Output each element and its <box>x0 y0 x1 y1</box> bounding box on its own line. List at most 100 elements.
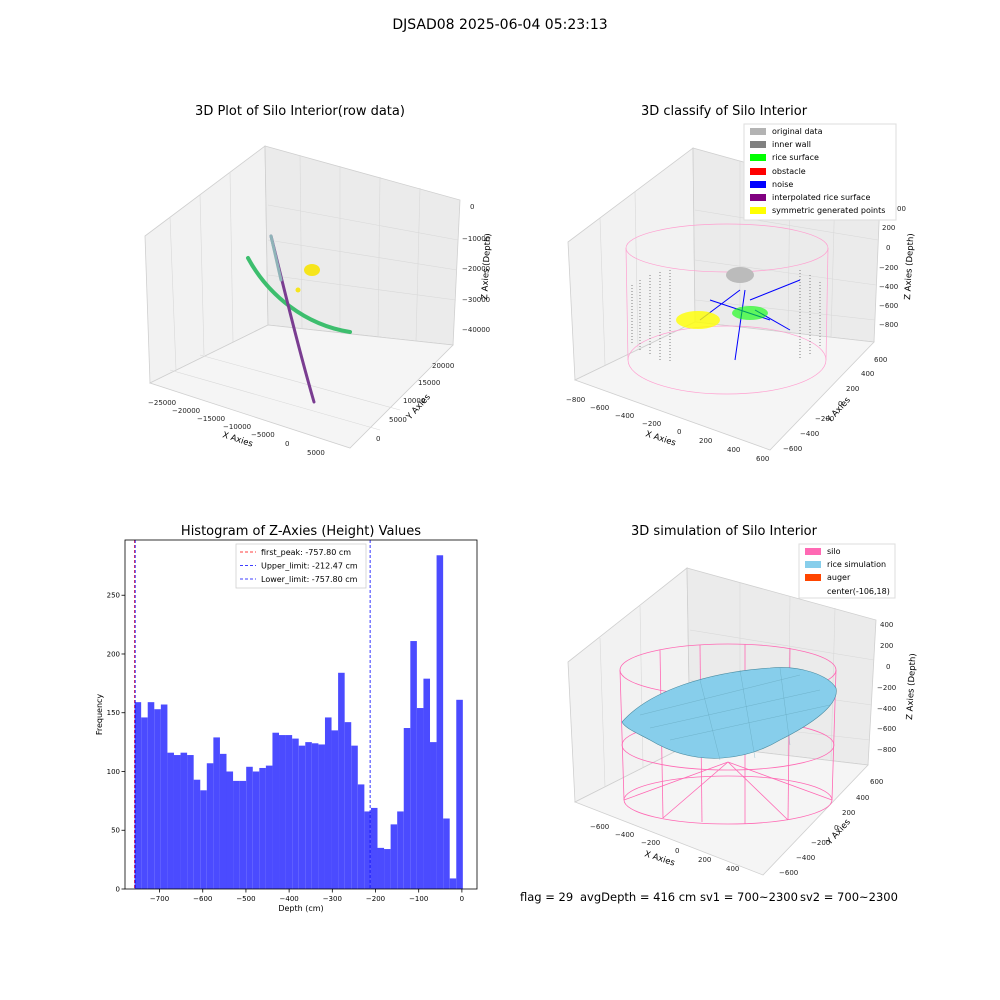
hist-bar <box>338 672 345 889</box>
simulation-ztick: 0 <box>886 663 890 671</box>
hist-bar <box>390 824 398 889</box>
classify-ytick: −600 <box>783 445 802 453</box>
raw-3d-grid <box>169 154 459 431</box>
classify-ztick: 0 <box>886 244 890 252</box>
simulation-ylabel: Y Axies <box>824 817 853 848</box>
hist-bar <box>305 742 312 889</box>
classify-legend-label: original data <box>772 127 823 136</box>
raw-panel-title: 3D Plot of Silo Interior(row data) <box>195 104 405 119</box>
simulation-ztick: 200 <box>880 642 893 650</box>
classify-panel-title: 3D classify of Silo Interior <box>640 104 808 119</box>
simulation-legend-swatch <box>805 574 821 582</box>
footer-sv1: sv1 = 700~2300 <box>700 890 798 904</box>
hist-xtick-label: −500 <box>236 895 255 903</box>
hist-title: Histogram of Z-Axies (Height) Values <box>180 524 422 539</box>
simulation-xlabel: X Axies <box>643 849 676 868</box>
classify-ytick: 0 <box>838 400 842 408</box>
classify-ytick: −400 <box>800 430 819 438</box>
raw-ytick: 5000 <box>389 416 407 424</box>
classify-ztick: −600 <box>879 302 898 310</box>
hist-bar <box>311 743 319 889</box>
classify-legend-label: symmetric generated points <box>772 206 886 216</box>
hist-bar <box>403 728 411 889</box>
footer-flag: flag = 29 <box>520 890 574 904</box>
raw-xtick: −20000 <box>172 407 200 415</box>
hist-bar <box>272 732 280 889</box>
simulation-zlabel: Z Axies (Depth) <box>905 653 918 720</box>
classify-3d-grid <box>599 161 879 366</box>
raw-xtick: 0 <box>285 440 289 448</box>
hist-bar <box>456 699 463 889</box>
classify-xtick: −400 <box>615 412 634 420</box>
hist-bar <box>292 738 299 889</box>
raw-ztick: −20000 <box>462 265 490 273</box>
raw-zlabel: Z Axies (Depth) <box>480 233 493 300</box>
hist-bar <box>324 717 332 889</box>
hist-ytick-label: 0 <box>116 886 120 894</box>
hist-ytick-label: 100 <box>107 768 120 776</box>
classify-legend-label: interpolated rice surface <box>772 193 871 202</box>
hist-bar <box>226 771 234 889</box>
raw-ztick: −10000 <box>462 235 490 243</box>
hist-bar <box>364 811 371 889</box>
hist-legend-label: first_peak: -757.80 cm <box>261 548 351 557</box>
classify-legend-swatch <box>750 207 766 215</box>
simulation-xtick: 400 <box>726 865 739 873</box>
hist-legend-label: Lower_limit: -757.80 cm <box>261 575 358 584</box>
hist-bar <box>279 735 286 889</box>
hist-bar <box>167 752 174 889</box>
hist-bar <box>213 737 220 889</box>
raw-xtick: −15000 <box>197 415 225 423</box>
raw-teal-segment <box>269 234 283 282</box>
classify-legend-swatch <box>750 141 766 149</box>
classify-xlabel: X Axies <box>644 429 677 448</box>
classify-ytick: 200 <box>846 385 859 393</box>
hist-bar <box>187 755 194 889</box>
hist-bar <box>193 779 201 889</box>
hist-bar <box>430 742 437 889</box>
classify-xtick: 600 <box>756 455 769 463</box>
classify-ztick: 200 <box>882 224 895 232</box>
hist-bar <box>377 847 385 889</box>
raw-3d-box <box>144 145 461 449</box>
hist-xtick-label: −200 <box>366 895 385 903</box>
simulation-xtick: −200 <box>641 839 660 847</box>
raw-yellow-cluster <box>304 264 320 276</box>
simulation-ztick: −600 <box>877 725 896 733</box>
raw-ztick: 0 <box>470 203 474 211</box>
figure-suptitle: DJSAD08 2025-06-04 05:23:13 <box>392 17 608 33</box>
raw-ytick: 15000 <box>418 379 440 387</box>
hist-bar <box>384 849 391 889</box>
hist-bar <box>410 641 417 889</box>
classify-xtick: 200 <box>699 437 712 445</box>
hist-bar <box>298 745 306 889</box>
hist-bar <box>246 766 253 889</box>
hist-bar <box>219 753 227 889</box>
hist-xtick-label: −700 <box>150 895 169 903</box>
hist-bar <box>436 555 444 889</box>
simulation-ztick: −200 <box>877 684 896 692</box>
hist-bar <box>416 708 424 889</box>
hist-bar <box>331 730 339 889</box>
hist-bar <box>134 702 142 889</box>
raw-xtick: −25000 <box>148 399 176 407</box>
hist-bar <box>423 678 431 889</box>
raw-3d-plot: −25000 −20000 −15000 −10000 −5000 0 5000… <box>144 145 493 457</box>
hist-bar <box>449 878 457 889</box>
hist-xtick-label: 0 <box>460 895 464 903</box>
classify-legend-label: noise <box>772 179 794 189</box>
classify-ztick: 00 <box>897 205 906 213</box>
hist-bar <box>357 784 365 889</box>
classify-legend-swatch <box>750 194 766 201</box>
raw-xtick: 5000 <box>307 449 325 457</box>
simulation-rice-surface <box>621 667 837 759</box>
classify-legend-swatch <box>750 180 766 188</box>
classify-xtick: −200 <box>642 420 661 428</box>
hist-bar <box>351 745 358 889</box>
classify-xtick: −800 <box>566 396 585 404</box>
hist-bar <box>397 811 404 889</box>
hist-legend <box>235 543 367 589</box>
classify-xtick: 400 <box>727 446 740 454</box>
raw-xlabel: X Axies <box>221 430 254 449</box>
hist-bar <box>180 752 188 889</box>
